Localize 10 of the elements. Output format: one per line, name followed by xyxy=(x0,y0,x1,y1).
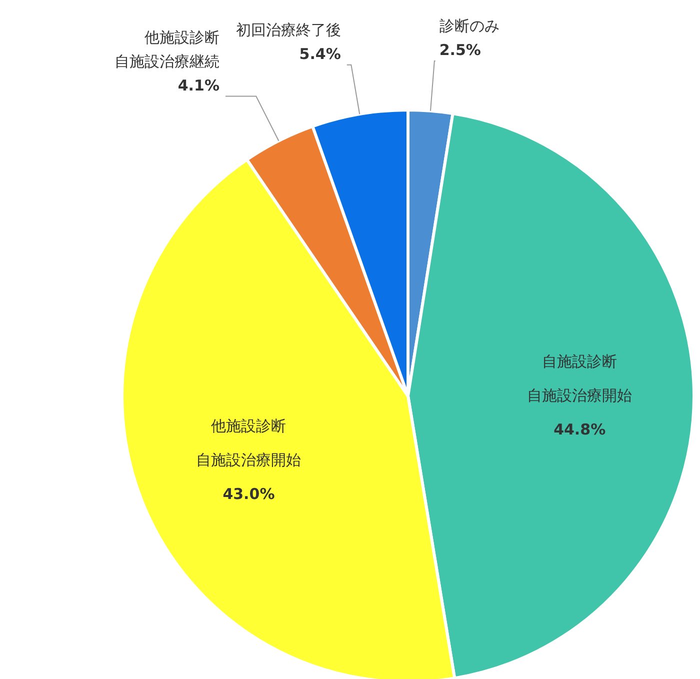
data-label: 5.4% xyxy=(299,44,341,63)
data-label: 2.5% xyxy=(439,41,481,60)
data-label: 43.0% xyxy=(222,484,275,503)
slice-label: 初回治療終了後 xyxy=(236,20,341,39)
slice-label: 診断のみ xyxy=(439,17,500,36)
data-label: 44.8% xyxy=(554,420,606,438)
data-label: 4.1% xyxy=(178,76,220,94)
slice-label: 他施設診断自施設治療継続 xyxy=(114,28,220,70)
slice-label: 自施設診断自施設治療開始 xyxy=(527,352,632,404)
slice-label: 他施設診断自施設治療開始 xyxy=(196,416,302,469)
